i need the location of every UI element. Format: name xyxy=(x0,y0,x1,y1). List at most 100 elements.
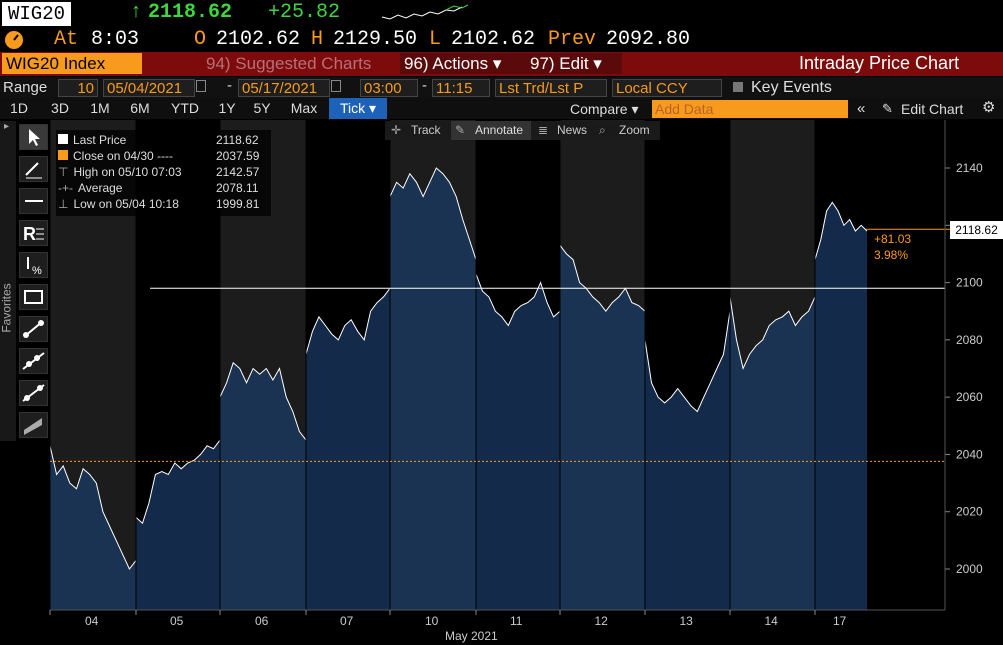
x-tick-label: 17 xyxy=(833,614,847,628)
price-line-04 xyxy=(49,445,137,570)
legend-low-value: 1999.81 xyxy=(216,197,260,211)
suggested-charts-button[interactable]: 94) Suggested Charts xyxy=(206,54,372,73)
period-input[interactable]: 10 xyxy=(58,79,98,97)
price-area-17 xyxy=(815,202,867,610)
annotate-button[interactable]: Annotate xyxy=(475,123,524,137)
key-events-label: Key Events xyxy=(751,79,832,96)
legend-orange-swatch xyxy=(58,150,68,160)
function-title: Intraday Price Chart xyxy=(799,53,960,73)
timeframe-1m[interactable]: 1M xyxy=(90,100,110,116)
quote-header: WIG20 ↑ 2118.62 +25.82 xyxy=(0,0,1003,27)
annotate-button-bg[interactable] xyxy=(451,121,531,140)
price-line-13 xyxy=(644,311,731,413)
end-time-input[interactable]: 11:15 xyxy=(432,79,490,97)
timeframe-1d[interactable]: 1D xyxy=(10,100,28,116)
collapse-icon[interactable]: « xyxy=(857,100,866,117)
track-button[interactable]: Track xyxy=(411,123,441,137)
quote-details: At 8:03 O 2102.62 H 2129.50 L 2102.62 Pr… xyxy=(0,27,1003,52)
high-label: H xyxy=(311,28,324,51)
sparkline-icon xyxy=(381,4,469,20)
timeframe-tick[interactable]: Tick ▾ xyxy=(329,98,387,119)
legend-close-value: 2037.59 xyxy=(216,149,260,163)
timeframe-1y[interactable]: 1Y xyxy=(218,100,236,116)
open-value: 2102.62 xyxy=(216,28,301,51)
currency-select[interactable]: Local CCY xyxy=(612,79,722,97)
price-area-13 xyxy=(645,311,730,610)
high-value: 2129.50 xyxy=(333,28,418,51)
add-data-input[interactable]: Add Data xyxy=(652,100,848,118)
x-tick-label: 10 xyxy=(425,614,439,628)
chart-legend: Last Price 2118.62 Close on 04/30 ---- 2… xyxy=(56,130,271,216)
line-draw-tool-icon[interactable] xyxy=(19,156,48,182)
price-line-10 xyxy=(389,167,477,260)
actions-menu[interactable]: 96) Actions ▾ xyxy=(400,53,526,74)
price-area-04 xyxy=(50,445,136,610)
svg-text:R: R xyxy=(23,224,36,244)
timeframe-5y[interactable]: 5Y xyxy=(253,100,271,116)
extended-line-tool-icon[interactable] xyxy=(19,380,48,406)
expand-icon[interactable]: ▸ xyxy=(4,121,10,132)
compare-menu[interactable]: Compare ▾ xyxy=(570,101,639,117)
retracement-tool-icon[interactable]: R xyxy=(19,220,48,246)
price-area-05 xyxy=(136,440,220,610)
time-dash: - xyxy=(422,77,427,94)
quote-time: 8:03 xyxy=(91,28,140,51)
legend-dash: ---- xyxy=(153,149,174,163)
calendar-icon[interactable] xyxy=(331,80,341,92)
price-area-10 xyxy=(390,168,476,610)
pencil-icon: ✎ xyxy=(882,101,893,116)
legend-close-label: Close on 04/30 xyxy=(73,149,154,163)
news-icon: ≣ xyxy=(538,123,549,137)
timeframe-ytd[interactable]: YTD xyxy=(171,100,199,116)
calendar-icon[interactable] xyxy=(196,80,206,92)
channel-tool-icon[interactable] xyxy=(19,412,48,438)
key-events-checkbox[interactable] xyxy=(733,82,743,92)
timeframe-3d[interactable]: 3D xyxy=(51,100,69,116)
start-time-input[interactable]: 03:00 xyxy=(360,79,418,97)
edit-menu[interactable]: 97) Edit ▾ xyxy=(526,53,622,74)
last-price: 2118.62 xyxy=(148,1,233,24)
zoom-button[interactable]: Zoom xyxy=(619,123,650,137)
price-area-06 xyxy=(220,362,306,610)
y-tick-label: 2020 xyxy=(956,505,983,519)
start-date-input[interactable]: 05/04/2021 xyxy=(103,79,195,97)
trendline-tool-icon[interactable] xyxy=(19,316,48,342)
prev-value: 2092.80 xyxy=(606,28,691,51)
range-label: Range xyxy=(3,79,48,96)
news-button[interactable]: News xyxy=(557,123,588,137)
low-value: 2102.62 xyxy=(451,28,536,51)
timeframe-6m[interactable]: 6M xyxy=(130,100,150,116)
chart-tool-strip: ✛ Track ✎ Annotate ≣ News ⌕ Zoom xyxy=(385,121,660,140)
x-axis-label: May 2021 xyxy=(445,629,498,643)
price-type-select[interactable]: Lst Trd/Lst P xyxy=(495,79,607,97)
price-line-12 xyxy=(559,244,646,313)
timeframe-max[interactable]: Max xyxy=(290,100,318,116)
horizontal-line-tool-icon[interactable] xyxy=(19,188,48,214)
end-date-input[interactable]: 05/17/2021 xyxy=(238,79,330,97)
legend-last-label: Last Price xyxy=(73,133,127,147)
ticker-field[interactable]: WIG20 xyxy=(2,2,72,26)
prev-label: Prev xyxy=(548,28,597,51)
change-pct-annotation: 3.98% xyxy=(874,248,909,262)
rectangle-tool-icon[interactable] xyxy=(19,284,48,310)
x-tick-label: 11 xyxy=(510,614,523,628)
x-tick-label: 07 xyxy=(340,614,354,628)
x-tick-label: 05 xyxy=(170,614,184,628)
low-marker-icon: ⊥ xyxy=(58,197,69,211)
legend-avg-label: Average xyxy=(78,181,123,195)
legend-avg-value: 2078.11 xyxy=(216,181,259,195)
gear-icon[interactable]: ⚙ xyxy=(982,99,996,116)
net-change: +25.82 xyxy=(268,1,341,24)
x-tick-label: 14 xyxy=(765,614,779,628)
security-field[interactable]: WIG20 Index xyxy=(2,53,142,74)
price-line-07 xyxy=(305,287,391,355)
legend-high-label: High on 05/10 07:03 xyxy=(73,165,182,179)
legend-high-value: 2142.57 xyxy=(216,165,260,179)
percent-tool-icon[interactable]: % xyxy=(19,252,48,278)
favorites-panel[interactable]: ▸ Favorites xyxy=(0,121,16,441)
y-tick-label: 2100 xyxy=(956,276,983,290)
pointer-tool-icon[interactable] xyxy=(19,124,48,150)
ray-tool-icon[interactable] xyxy=(19,348,48,374)
price-area-07 xyxy=(306,288,390,610)
edit-chart-button[interactable]: Edit Chart xyxy=(901,101,964,117)
